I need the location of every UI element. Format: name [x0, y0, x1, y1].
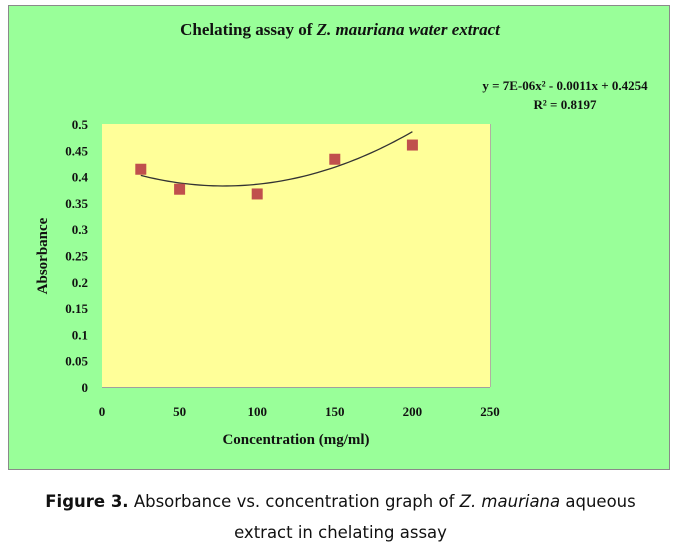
data-point — [135, 163, 147, 175]
y-tick-label: 0.4 — [72, 170, 89, 185]
data-points — [135, 139, 418, 200]
caption-text-before: Absorbance vs. concentration graph of — [128, 492, 460, 511]
x-tick-label: 250 — [480, 404, 500, 419]
x-axis-label: Concentration (mg/ml) — [222, 432, 369, 448]
y-tick-labels: 0 0.05 0.1 0.15 0.2 0.25 0.3 0.35 0.4 0.45 0.5 — [65, 117, 88, 395]
caption-species: Z. mauriana — [459, 492, 561, 511]
y-tick-label: 0 — [82, 380, 89, 395]
y-tick-label: 0.2 — [72, 275, 88, 290]
caption-line-1: Figure 3. Absorbance vs. concentration g… — [0, 486, 681, 517]
data-point — [406, 139, 418, 151]
caption-line-2: extract in chelating assay — [234, 523, 447, 542]
y-tick-label: 0.15 — [65, 301, 88, 316]
trendline-equation: y = 7E-06x² - 0.0011x + 0.4254 — [482, 78, 648, 93]
caption-text-after: aqueous — [560, 492, 636, 511]
figure-caption: Figure 3. Absorbance vs. concentration g… — [0, 486, 681, 548]
y-tick-label: 0.5 — [72, 117, 89, 132]
data-point — [174, 183, 186, 195]
y-tick-label: 0.25 — [65, 249, 88, 264]
y-tick-label: 0.45 — [65, 143, 88, 158]
y-tick-label: 0.1 — [72, 327, 88, 342]
x-tick-label: 150 — [325, 404, 345, 419]
x-tick-label: 100 — [247, 404, 267, 419]
chart-title-prefix: Chelating assay of — [180, 20, 316, 39]
data-point — [251, 188, 263, 200]
y-axis-label: Absorbance — [35, 217, 51, 294]
trendline — [140, 131, 413, 187]
x-tick-label: 200 — [403, 404, 423, 419]
trendline-r-squared: R² = 0.8197 — [534, 97, 597, 112]
y-tick-label: 0.35 — [65, 196, 88, 211]
chart-title-italic: Z. mauriana water extract — [316, 20, 502, 39]
caption-label: Figure 3. — [45, 492, 129, 511]
x-tick-labels: 0 50 100 150 200 250 — [99, 404, 500, 419]
x-tick-label: 50 — [173, 404, 186, 419]
y-tick-label: 0.3 — [72, 222, 89, 237]
y-tick-label: 0.05 — [65, 354, 88, 369]
data-point — [329, 153, 341, 165]
plot-area — [102, 124, 490, 387]
chart: Chelating assay of Z. mauriana water ext… — [35, 20, 648, 448]
x-tick-label: 0 — [99, 404, 106, 419]
chart-title: Chelating assay of Z. mauriana water ext… — [180, 20, 501, 39]
